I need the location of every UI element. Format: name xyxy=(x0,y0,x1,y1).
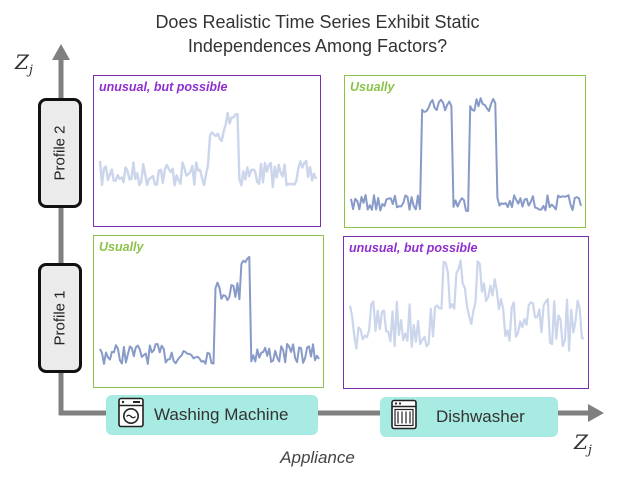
profile-2-label: Profile 2 xyxy=(51,125,69,181)
series-p2-washer xyxy=(98,111,318,189)
y-axis-symbol: Zj xyxy=(15,50,33,78)
signal-line xyxy=(348,259,585,352)
panel-tag: Usually xyxy=(350,80,395,94)
signal-line xyxy=(350,97,582,212)
washing-machine-icon xyxy=(118,397,144,433)
series-p1-dish xyxy=(348,259,585,352)
series-p2-dish xyxy=(350,97,582,212)
series-p1-washer xyxy=(99,255,320,365)
profile-1-label: Profile 1 xyxy=(51,290,69,346)
panel-p2-dish: Usually xyxy=(344,75,586,228)
appliance-dishwasher: Dishwasher xyxy=(380,397,558,437)
appliance-washing-machine: Washing Machine xyxy=(106,395,318,435)
x-axis-symbol: Zj xyxy=(574,430,592,458)
profile-2-box: Profile 2 xyxy=(38,98,82,208)
panel-tag: unusual, but possible xyxy=(99,80,228,94)
title-line-2: Independences Among Factors? xyxy=(187,36,448,56)
panel-tag: Usually xyxy=(99,240,144,254)
washing-machine-label: Washing Machine xyxy=(154,405,289,424)
dishwasher-label: Dishwasher xyxy=(436,407,525,426)
title-line-1: Does Realistic Time Series Exhibit Stati… xyxy=(155,12,480,32)
x-axis-title: Appliance xyxy=(280,448,355,467)
dishwasher-icon xyxy=(391,399,417,435)
signal-line xyxy=(99,255,320,365)
panel-p2-washer: unusual, but possible xyxy=(93,75,321,227)
y-axis-arrowhead xyxy=(52,44,70,60)
profile-1-box: Profile 1 xyxy=(38,263,82,373)
panel-p1-dish: unusual, but possible xyxy=(343,236,589,389)
panel-p1-washer: Usually xyxy=(93,235,324,388)
signal-line xyxy=(98,111,318,189)
panel-tag: unusual, but possible xyxy=(349,241,478,255)
x-axis-arrowhead xyxy=(588,404,604,422)
